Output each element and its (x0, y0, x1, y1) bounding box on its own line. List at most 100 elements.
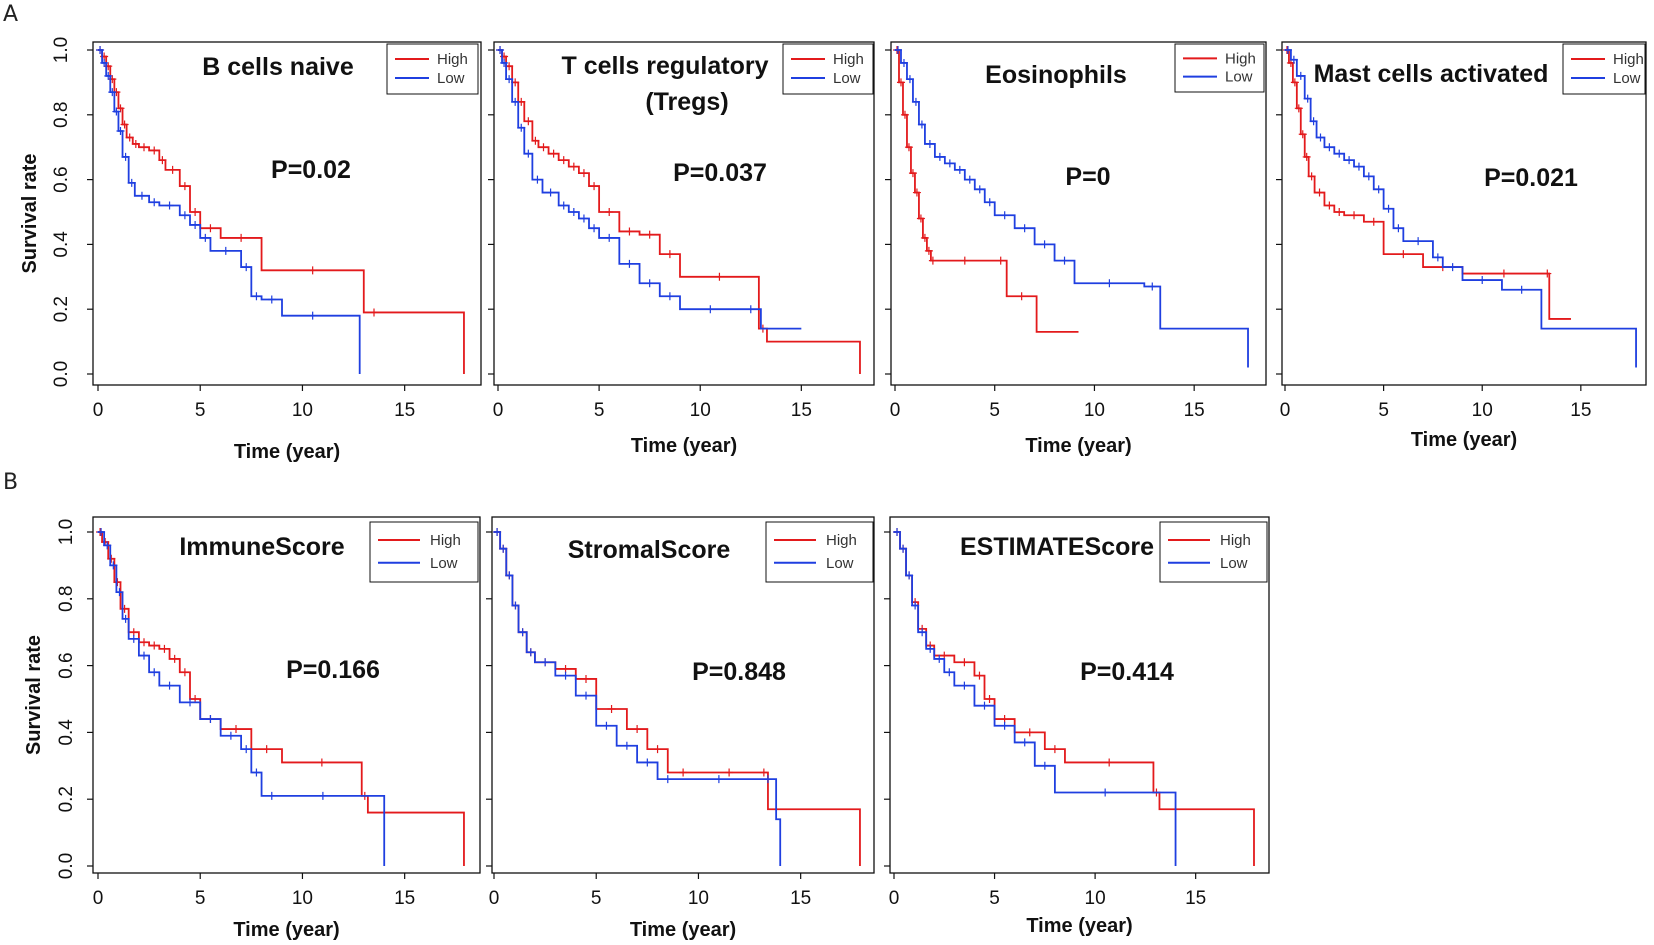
censor-mark-low (127, 178, 136, 187)
censor-mark-high (590, 182, 599, 191)
censor-mark-high (531, 136, 540, 145)
censor-mark-low (955, 165, 964, 174)
censor-mark-high (1298, 130, 1307, 139)
y-tick-label: 0.0 (56, 853, 77, 879)
legend-label-high: High (1613, 51, 1644, 68)
censor-mark-high (524, 117, 533, 126)
censor-mark-high (180, 668, 189, 677)
censor-mark-high (960, 256, 969, 265)
censor-mark-high (645, 230, 654, 239)
censor-mark-low (1354, 162, 1363, 171)
y-tick-label: 0.4 (56, 719, 77, 746)
censor-mark-high (168, 165, 177, 174)
y-tick-label: 0.0 (51, 361, 72, 387)
censor-mark-high (206, 224, 215, 233)
censor-mark-low (150, 668, 159, 677)
km-curve-low (494, 531, 782, 866)
censor-mark-low (1414, 237, 1423, 246)
y-tick-label: 0.6 (56, 652, 77, 678)
censor-mark-high (569, 162, 578, 171)
censor-mark-high (928, 256, 937, 265)
censor-mark-low (1020, 224, 1029, 233)
panel-title: ImmuneScore (179, 533, 344, 561)
censor-mark-low (590, 224, 599, 233)
censor-mark-low (1325, 143, 1334, 152)
legend-label-high: High (430, 532, 461, 549)
legend-label-high: High (1220, 532, 1251, 549)
censor-mark-high (129, 628, 138, 637)
km-curve-low (895, 49, 1249, 368)
censor-mark-low (511, 97, 520, 106)
censor-mark-low (252, 768, 261, 777)
x-tick-label: 10 (688, 888, 709, 909)
censor-mark-low (602, 721, 611, 730)
censor-mark-high (140, 143, 148, 152)
censor-mark-low (625, 259, 634, 268)
km-panel-eosinophils: 0 5 10 15 Time (year) Eosinophils P=0 High Low (885, 41, 1267, 457)
x-tick-label: 10 (1084, 400, 1105, 421)
censor-mark-high (904, 143, 913, 152)
censor-mark-high (975, 671, 984, 680)
censor-mark-high (1335, 208, 1344, 216)
censor-mark-high (116, 104, 125, 113)
x-axis-title: Time (year) (234, 441, 340, 463)
censor-mark-low (569, 208, 578, 216)
censor-mark-low (945, 159, 954, 168)
censor-mark-low (1316, 133, 1325, 142)
censor-mark-high (605, 208, 614, 216)
censor-mark-low (499, 544, 508, 553)
censor-mark-low (965, 175, 974, 184)
x-axis-title: Time (year) (233, 919, 339, 941)
censor-mark-high (1050, 745, 1059, 754)
x-tick-label: 10 (1472, 400, 1493, 421)
censor-mark-low (165, 201, 174, 210)
censor-mark-low (605, 233, 614, 242)
censor-mark-low (645, 279, 654, 288)
x-tick-label: 0 (489, 888, 500, 909)
x-tick-label: 5 (195, 400, 206, 421)
censor-mark-low (975, 185, 984, 194)
censor-mark-high (549, 149, 558, 158)
censor-mark-low (1448, 263, 1457, 272)
legend-box (1562, 43, 1646, 95)
censor-mark-low (496, 46, 505, 54)
censor-mark-high (725, 768, 734, 777)
censor-mark-high (131, 139, 140, 148)
x-axis-title: Time (year) (630, 919, 736, 941)
censor-mark-high (1369, 217, 1378, 226)
censor-mark-low (559, 201, 568, 210)
censor-mark-high (665, 250, 674, 259)
x-tick-label: 5 (591, 888, 602, 909)
censor-mark-low (1289, 55, 1298, 64)
censor-mark-low (104, 71, 113, 80)
x-tick-label: 0 (93, 400, 104, 421)
km-curve-low (894, 531, 1177, 866)
censor-mark-high (759, 768, 768, 777)
censor-mark-low (226, 731, 235, 740)
panel-title: Eosinophils (985, 61, 1127, 89)
censor-mark-low (763, 775, 772, 784)
censor-mark-high (1499, 269, 1508, 278)
legend-label-high: High (437, 51, 468, 68)
censor-mark-low (905, 75, 914, 84)
p-value: P=0 (1065, 163, 1110, 191)
censor-mark-low (186, 698, 194, 707)
censor-mark-high (916, 214, 925, 223)
censor-mark-low (116, 127, 125, 135)
legend-box (1174, 43, 1265, 93)
plot-frame (92, 516, 481, 874)
panel-title: ESTIMATEScore (960, 533, 1154, 561)
censor-mark-low (206, 715, 215, 724)
censor-mark-low (1478, 276, 1487, 285)
censor-mark-low (917, 120, 926, 129)
censor-mark-low (663, 775, 672, 784)
censor-mark-low (960, 681, 969, 690)
legend-box (369, 521, 479, 583)
censor-mark-high (160, 644, 169, 653)
censor-mark-low (918, 628, 927, 637)
x-tick-label: 0 (889, 888, 900, 909)
censor-mark-low (500, 58, 509, 67)
censor-mark-low (746, 305, 755, 314)
censor-mark-high (1290, 78, 1299, 87)
